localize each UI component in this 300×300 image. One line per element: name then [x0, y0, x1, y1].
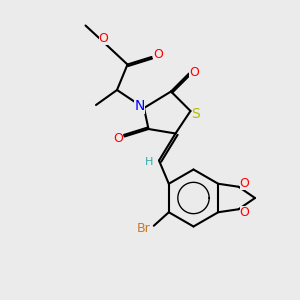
Text: O: O — [240, 177, 249, 190]
Text: H: H — [145, 157, 154, 167]
Text: Br: Br — [136, 222, 150, 235]
Text: O: O — [114, 131, 123, 145]
Text: N: N — [134, 100, 145, 113]
Text: O: O — [99, 32, 108, 45]
Text: S: S — [191, 107, 200, 121]
Text: O: O — [153, 48, 163, 61]
Text: O: O — [190, 65, 199, 79]
Text: O: O — [240, 206, 249, 219]
